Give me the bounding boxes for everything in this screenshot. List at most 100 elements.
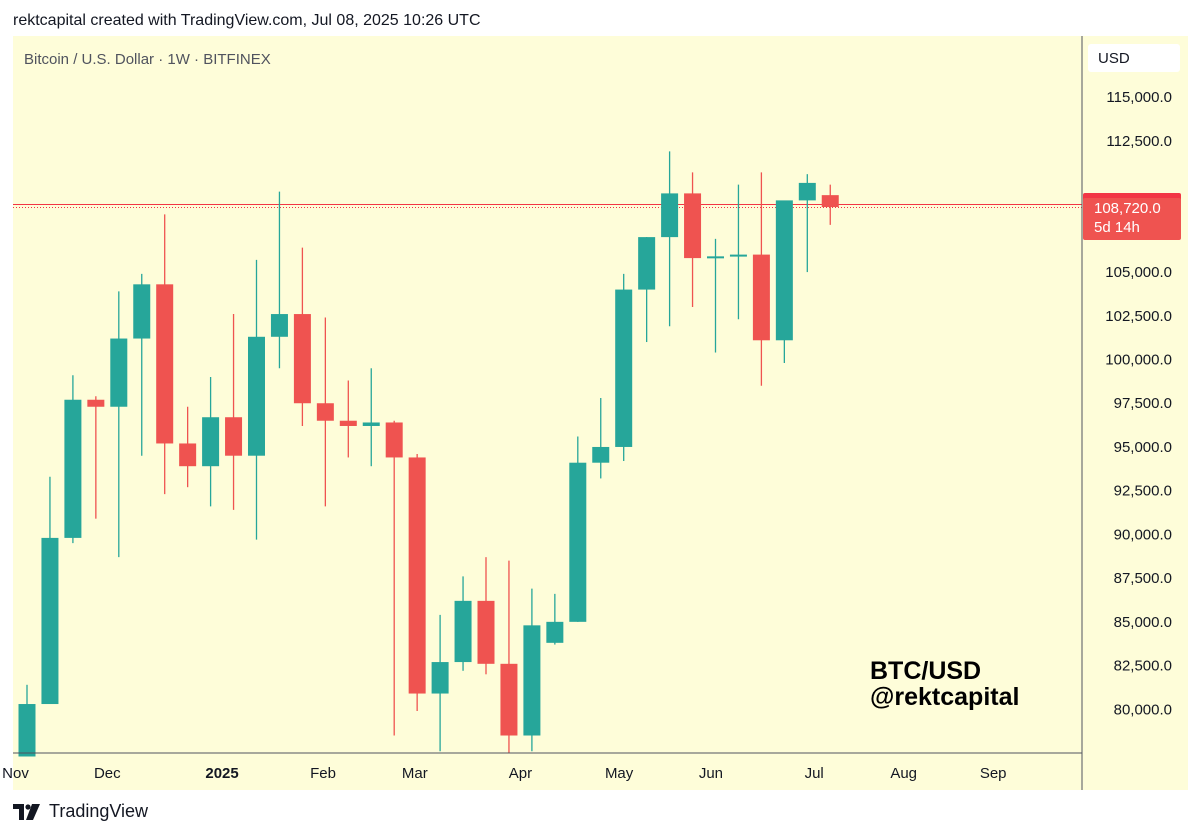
candle[interactable] xyxy=(500,560,518,753)
y-tick-label: 85,000.0 xyxy=(1114,614,1172,631)
candle[interactable] xyxy=(798,174,816,273)
candle-body xyxy=(385,422,403,458)
candle[interactable] xyxy=(64,375,82,544)
x-tick-label: 2025 xyxy=(205,765,238,782)
candle[interactable] xyxy=(546,593,564,645)
x-tick-label: Sep xyxy=(980,765,1007,782)
candle[interactable] xyxy=(592,397,610,479)
candle[interactable] xyxy=(431,614,449,752)
candle-body xyxy=(615,289,633,447)
x-tick-label: Feb xyxy=(310,765,336,782)
candle-body xyxy=(133,284,151,339)
candle-body xyxy=(431,662,449,694)
candle-body xyxy=(707,256,724,259)
x-tick-label: Jun xyxy=(699,765,723,782)
candle-body xyxy=(202,417,220,467)
x-tick-label: Mar xyxy=(402,765,428,782)
y-tick-label: 82,500.0 xyxy=(1114,658,1172,675)
candle[interactable] xyxy=(569,436,587,622)
candle-body xyxy=(775,200,793,341)
candle[interactable] xyxy=(202,377,220,507)
candle[interactable] xyxy=(179,406,197,488)
y-tick-label: 97,500.0 xyxy=(1114,395,1172,412)
footer-brand-label: TradingView xyxy=(49,801,149,821)
price-tag-last-label: 108,720.0 xyxy=(1094,200,1161,217)
candle[interactable] xyxy=(248,259,265,540)
candle[interactable] xyxy=(110,291,128,558)
candle[interactable] xyxy=(821,184,839,225)
price-lines xyxy=(13,204,1082,208)
currency-unit-background xyxy=(1088,44,1180,72)
candle-body xyxy=(523,625,541,736)
candle[interactable] xyxy=(385,420,403,736)
candle[interactable] xyxy=(477,557,495,675)
x-tick-label: Aug xyxy=(890,765,917,782)
currency-unit-label[interactable]: USD xyxy=(1098,50,1130,67)
candle-body xyxy=(156,284,174,444)
candle[interactable] xyxy=(293,247,311,426)
candle[interactable] xyxy=(523,588,541,752)
y-axis-background xyxy=(1082,36,1188,790)
y-tick-label: 115,000.0 xyxy=(1106,89,1172,106)
candle-body xyxy=(729,254,747,257)
candle[interactable] xyxy=(339,380,357,458)
y-tick-label: 100,000.0 xyxy=(1105,352,1172,369)
candle[interactable] xyxy=(775,200,793,364)
candle-series xyxy=(18,151,839,757)
candle[interactable] xyxy=(752,172,770,386)
candle-body xyxy=(316,403,334,421)
candle[interactable] xyxy=(225,314,243,510)
candle-body xyxy=(454,600,472,663)
candle[interactable] xyxy=(408,453,426,712)
x-axis-background xyxy=(13,753,1082,790)
chart-title: Bitcoin / U.S. Dollar · 1W · BITFINEX xyxy=(24,51,271,68)
candle-body xyxy=(18,704,36,757)
x-tick-label: Dec xyxy=(94,765,121,782)
candle-body xyxy=(64,399,82,538)
candle-body xyxy=(569,462,587,622)
candle-body xyxy=(798,182,816,201)
candle[interactable] xyxy=(316,317,334,507)
candle-body xyxy=(248,336,265,456)
candle[interactable] xyxy=(156,214,174,495)
candle-body xyxy=(638,237,656,290)
y-tick-label: 112,500.0 xyxy=(1106,133,1172,150)
candle[interactable] xyxy=(133,273,151,456)
chart-header: rektcapital created with TradingView.com… xyxy=(13,12,481,29)
y-tick-label: 105,000.0 xyxy=(1105,264,1172,281)
y-tick-label: 90,000.0 xyxy=(1114,526,1172,543)
candle-body xyxy=(592,446,610,463)
candle-body xyxy=(41,537,59,705)
candle[interactable] xyxy=(638,237,656,343)
candle-body xyxy=(339,420,357,426)
candle[interactable] xyxy=(18,684,36,757)
candle[interactable] xyxy=(684,172,702,308)
y-tick-label: 87,500.0 xyxy=(1114,570,1172,587)
candle-body xyxy=(293,314,311,404)
candle-body xyxy=(362,422,380,426)
candle[interactable] xyxy=(270,191,288,369)
candle-body xyxy=(270,314,288,337)
price-tags: 108,890.2108,720.05d 14h xyxy=(1083,193,1181,241)
candle-body xyxy=(500,663,518,736)
x-tick-label: Nov xyxy=(2,765,29,782)
x-tick-label: Jul xyxy=(805,765,824,782)
candle[interactable] xyxy=(729,184,747,320)
candle[interactable] xyxy=(87,396,105,519)
candle-body xyxy=(477,600,495,664)
candle-body xyxy=(821,195,839,208)
y-tick-label: 102,500.0 xyxy=(1105,308,1172,325)
candle[interactable] xyxy=(615,273,633,461)
candle[interactable] xyxy=(41,476,59,705)
candle-body xyxy=(546,621,564,643)
candle-body xyxy=(408,457,426,694)
watermark-author: @rektcapital xyxy=(870,683,1019,711)
candle[interactable] xyxy=(661,151,679,327)
candle-body xyxy=(752,254,770,341)
candle[interactable] xyxy=(362,368,380,467)
candle[interactable] xyxy=(707,238,724,353)
candle[interactable] xyxy=(454,576,472,671)
candle-body xyxy=(225,417,243,456)
y-tick-label: 80,000.0 xyxy=(1114,701,1172,718)
